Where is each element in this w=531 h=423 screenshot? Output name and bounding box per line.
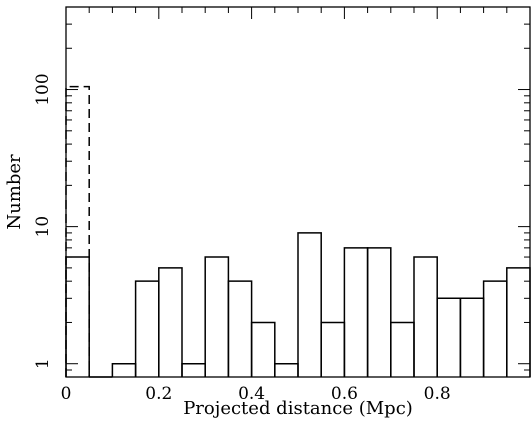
- y-tick-label: 100: [33, 73, 53, 105]
- x-tick-label: 0.2: [145, 384, 172, 404]
- x-tick-label: 0.6: [331, 384, 358, 404]
- histogram-bin: [65, 256, 90, 377]
- histogram-bin: [390, 321, 415, 377]
- histogram-bin: [274, 362, 299, 377]
- dashed-histogram-bin: [65, 85, 90, 377]
- x-axis-label: Projected distance (Mpc): [183, 398, 413, 419]
- histogram-bin: [366, 247, 392, 377]
- y-tick-label: 10: [33, 216, 53, 238]
- plot-frame: [65, 6, 531, 378]
- x-tick-label: 0.4: [238, 384, 265, 404]
- x-tick-label: 0: [61, 384, 72, 404]
- histogram-bin: [227, 280, 253, 377]
- bars-layer: [65, 85, 531, 378]
- histogram-bin: [250, 321, 276, 377]
- histogram-bin: [413, 256, 438, 377]
- histogram-bin: [320, 321, 346, 377]
- histogram-bin: [459, 297, 485, 377]
- histogram-bin: [204, 256, 230, 377]
- histogram-bin: [482, 280, 508, 377]
- y-axis-label: Number: [4, 154, 25, 230]
- histogram-bin: [343, 247, 369, 377]
- histogram-bin: [134, 280, 160, 377]
- x-tick-label: 0.8: [424, 384, 451, 404]
- histogram-bin: [158, 267, 183, 377]
- histogram-bin: [181, 362, 206, 377]
- labels-layer: 0 0.2 0.4 0.6 0.8 1 10 100: [33, 73, 451, 404]
- histogram-bin: [111, 362, 137, 377]
- histogram-bin: [297, 232, 322, 377]
- histogram-bin: [436, 297, 462, 377]
- y-tick-label: 1: [33, 358, 53, 369]
